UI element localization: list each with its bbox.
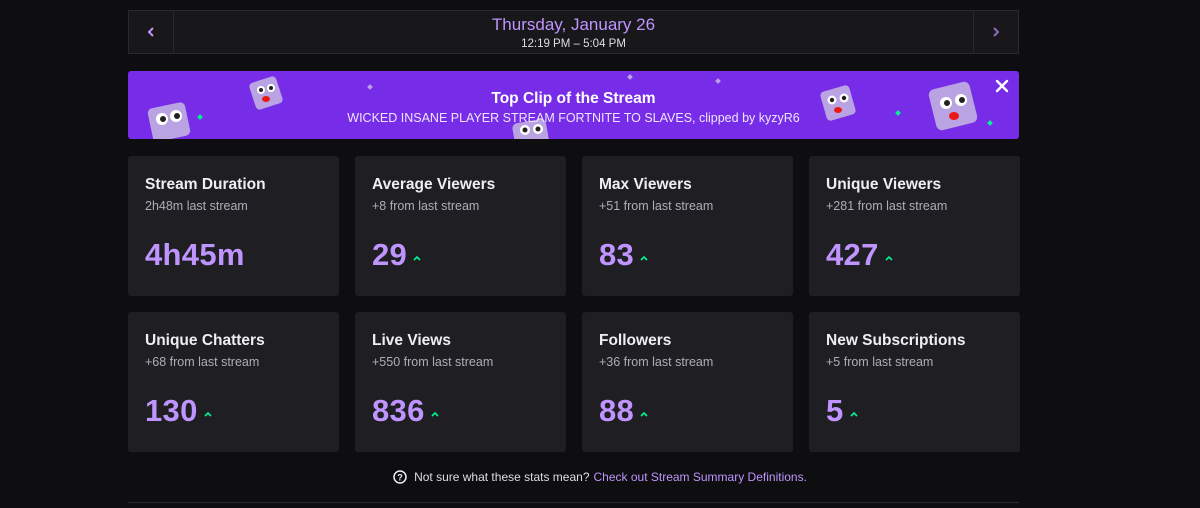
stat-title: Unique Viewers	[826, 176, 942, 193]
chevron-right-icon	[993, 27, 1000, 37]
stat-title: Average Viewers	[372, 176, 496, 193]
stream-summary-definitions-link[interactable]: Check out Stream Summary Definitions.	[593, 470, 807, 484]
trend-up-icon	[413, 255, 421, 261]
chevron-left-icon	[147, 27, 154, 37]
stat-value: 427	[826, 237, 879, 272]
stat-card-unique-chatters: Unique Chatters +68 from last stream 130	[128, 312, 339, 452]
stream-date: Thursday, January 26	[491, 15, 656, 34]
stat-comparison: +51 from last stream	[599, 199, 714, 213]
help-circle-icon: ?	[393, 470, 407, 484]
stat-card-new-subscriptions: New Subscriptions +5 from last stream 5	[809, 312, 1020, 452]
stats-help-note: ? Not sure what these stats mean? Check …	[0, 468, 1200, 486]
stat-title: New Subscriptions	[826, 332, 966, 349]
stat-value: 4h45m	[145, 237, 245, 272]
trend-up-icon	[885, 255, 893, 261]
next-stream-button[interactable]	[973, 11, 1018, 53]
stat-card-max-viewers: Max Viewers +51 from last stream 83	[582, 156, 793, 296]
stat-card-stream-duration: Stream Duration 2h48m last stream 4h45m	[128, 156, 339, 296]
stat-title: Live Views	[372, 332, 451, 349]
mascot-right-icon	[928, 81, 978, 131]
stat-card-followers: Followers +36 from last stream 88	[582, 312, 793, 452]
stream-time-range: 12:19 PM – 5:04 PM	[521, 38, 626, 50]
help-question-text: Not sure what these stats mean?	[414, 470, 590, 484]
divider	[128, 502, 1019, 503]
stat-value: 83	[599, 237, 635, 272]
top-clip-heading: Top Clip of the Stream	[491, 90, 656, 107]
svg-text:?: ?	[397, 473, 403, 483]
stat-comparison: +281 from last stream	[826, 199, 948, 213]
close-icon[interactable]	[993, 77, 1011, 95]
stat-title: Followers	[599, 332, 672, 349]
stat-comparison: +68 from last stream	[145, 355, 260, 369]
stat-value: 88	[599, 393, 635, 428]
trend-up-icon	[640, 411, 648, 417]
trend-up-icon	[640, 255, 648, 261]
stat-value: 5	[826, 393, 844, 428]
stat-card-average-viewers: Average Viewers +8 from last stream 29	[355, 156, 566, 296]
top-clip-description[interactable]: WICKED INSANE PLAYER STREAM FORTNITE TO …	[347, 111, 800, 125]
stat-value: 130	[145, 393, 198, 428]
stat-card-live-views: Live Views +550 from last stream 836	[355, 312, 566, 452]
mascot-center-icon	[512, 119, 550, 139]
top-clip-banner[interactable]: Top Clip of the Stream WICKED INSANE PLA…	[128, 71, 1019, 139]
mascot-left-icon	[147, 102, 191, 139]
stat-value: 836	[372, 393, 425, 428]
stat-value: 29	[372, 237, 408, 272]
stat-comparison: 2h48m last stream	[145, 199, 248, 213]
date-navigator: Thursday, January 26 12:19 PM – 5:04 PM	[128, 10, 1019, 54]
stat-title: Unique Chatters	[145, 332, 265, 349]
stat-comparison: +8 from last stream	[372, 199, 480, 213]
stat-comparison: +5 from last stream	[826, 355, 934, 369]
stat-title: Stream Duration	[145, 176, 266, 193]
stat-card-unique-viewers: Unique Viewers +281 from last stream 427	[809, 156, 1020, 296]
trend-up-icon	[204, 411, 212, 417]
mascot-right-small-icon	[820, 85, 856, 121]
trend-up-icon	[431, 411, 439, 417]
trend-up-icon	[849, 411, 858, 417]
stat-comparison: +550 from last stream	[372, 355, 494, 369]
stat-comparison: +36 from last stream	[599, 355, 714, 369]
stat-title: Max Viewers	[599, 176, 692, 193]
previous-stream-button[interactable]	[129, 11, 174, 53]
mascot-small-left-icon	[249, 76, 283, 110]
